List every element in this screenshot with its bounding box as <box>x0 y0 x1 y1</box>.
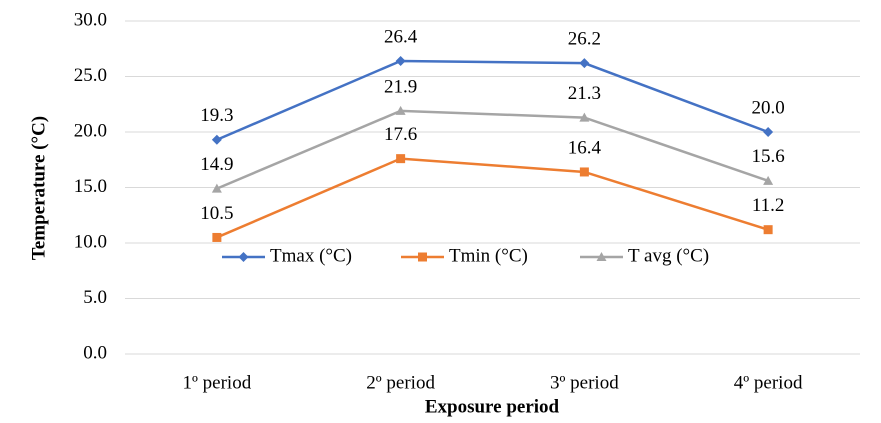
y-tick-label: 0.0 <box>83 342 107 363</box>
y-tick-label: 10.0 <box>74 231 107 252</box>
data-label: 17.6 <box>384 124 417 145</box>
y-tick-label: 25.0 <box>74 65 107 86</box>
y-tick-label: 5.0 <box>83 287 107 308</box>
data-label: 11.2 <box>752 195 785 216</box>
x-tick-label: 3º period <box>550 372 619 393</box>
data-label: 21.3 <box>568 83 601 104</box>
series-line <box>216 109 769 190</box>
legend-label: Tmin (°C) <box>449 245 528 266</box>
data-label: 19.3 <box>200 105 233 126</box>
legend-label: T avg (°C) <box>628 245 709 266</box>
x-tick-label: 1º period <box>183 372 252 393</box>
data-label: 26.4 <box>384 26 418 47</box>
data-label: 10.5 <box>200 203 233 224</box>
marker <box>238 252 249 262</box>
marker <box>212 232 222 242</box>
marker <box>596 252 607 261</box>
data-label: 20.0 <box>752 97 785 118</box>
x-tick-label: 4º period <box>734 372 803 393</box>
y-tick-label: 30.0 <box>74 9 107 30</box>
data-label: 26.2 <box>568 29 601 50</box>
series-line <box>216 59 769 141</box>
marker <box>211 134 222 145</box>
marker <box>579 112 590 122</box>
marker <box>211 183 222 193</box>
x-tick-label: 2º period <box>366 372 435 393</box>
x-axis-title: Exposure period <box>425 396 560 417</box>
data-label: 15.6 <box>752 146 785 167</box>
marker <box>395 105 406 115</box>
y-tick-label: 15.0 <box>74 176 107 197</box>
data-label: 21.9 <box>384 76 417 97</box>
marker <box>396 154 406 164</box>
marker <box>579 167 589 177</box>
y-axis-title: Temperature (°C) <box>28 116 49 260</box>
marker <box>763 127 774 137</box>
marker <box>763 175 774 185</box>
y-tick-label: 20.0 <box>74 120 107 141</box>
marker <box>763 225 773 235</box>
series-line <box>216 157 769 239</box>
legend-label: Tmax (°C) <box>270 245 352 266</box>
marker <box>395 55 406 66</box>
marker <box>418 252 427 262</box>
marker <box>579 58 590 69</box>
data-label: 14.9 <box>200 154 233 175</box>
data-label: 16.4 <box>568 137 602 158</box>
